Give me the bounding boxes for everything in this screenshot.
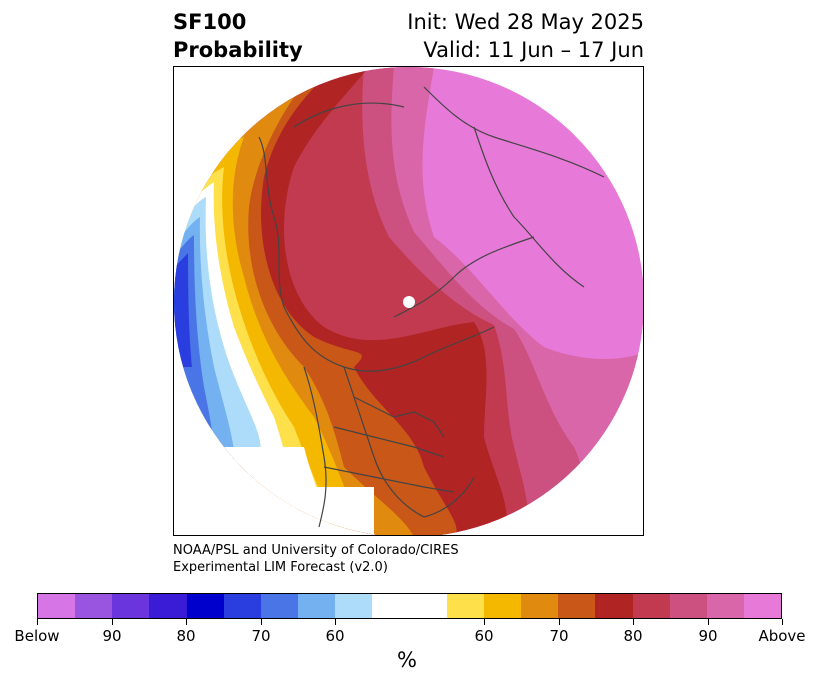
credit-line-2: Experimental LIM Forecast (v2.0) [173,560,388,575]
pole-marker [403,296,415,308]
colorbar-segment [521,594,559,618]
colorbar-segment [372,594,410,618]
colorbar-tick [261,619,262,625]
coastlines [258,86,605,528]
colorbar-unit-label: % [397,648,417,672]
below-90-region [174,253,192,367]
title-line-1: SF100 [173,10,247,34]
forecast-map [173,66,644,536]
colorbar-tick [37,619,38,625]
colorbar [37,593,782,619]
colorbar-tick-label: 70 [549,627,569,645]
colorbar-tick [484,619,485,625]
title-line-2: Probability [173,38,303,62]
colorbar-tick [782,619,783,625]
init-date: Init: Wed 28 May 2025 [407,10,644,34]
colorbar-segment [706,594,744,618]
colorbar-segment [669,594,707,618]
colorbar-segment [558,594,596,618]
credit-line-1: NOAA/PSL and University of Colorado/CIRE… [173,543,459,558]
forecast-dates: Init: Wed 28 May 2025 Valid: 11 Jun – 17… [407,8,644,64]
colorbar-segment [595,594,633,618]
colorbar-tick [186,619,187,625]
colorbar-segment [409,594,447,618]
colorbar-segment [223,594,261,618]
map-title: SF100 Probability [173,8,303,64]
colorbar-segment [260,594,299,618]
colorbar-tick [335,619,336,625]
colorbar-tick [633,619,634,625]
colorbar-tick-label: 60 [325,627,345,645]
credit-text: NOAA/PSL and University of Colorado/CIRE… [173,542,459,576]
colorbar-tick-label: 70 [251,627,271,645]
colorbar-segment [186,594,224,618]
colorbar-tick [708,619,709,625]
colorbar-segment [632,594,670,618]
colorbar-tick-label: 90 [698,627,718,645]
colorbar-segment [483,594,522,618]
colorbar-tick [559,619,560,625]
colorbar-segment [743,594,782,618]
colorbar-tick [112,619,113,625]
colorbar-tick-label: 80 [176,627,196,645]
colorbar-segment [149,594,187,618]
colorbar-tick-label: Below [14,627,60,645]
colorbar-segment [38,594,76,618]
colorbar-tick-label: 90 [102,627,122,645]
colorbar-segment [335,594,373,618]
colorbar-tick-label: Above [758,627,806,645]
colorbar-segment [446,594,484,618]
colorbar-tick-label: 80 [623,627,643,645]
map-svg [174,67,643,535]
colorbar-segment [75,594,113,618]
colorbar-segment [112,594,150,618]
colorbar-tick-label: 60 [474,627,494,645]
valid-period: Valid: 11 Jun – 17 Jun [423,38,644,62]
colorbar-segment [298,594,336,618]
